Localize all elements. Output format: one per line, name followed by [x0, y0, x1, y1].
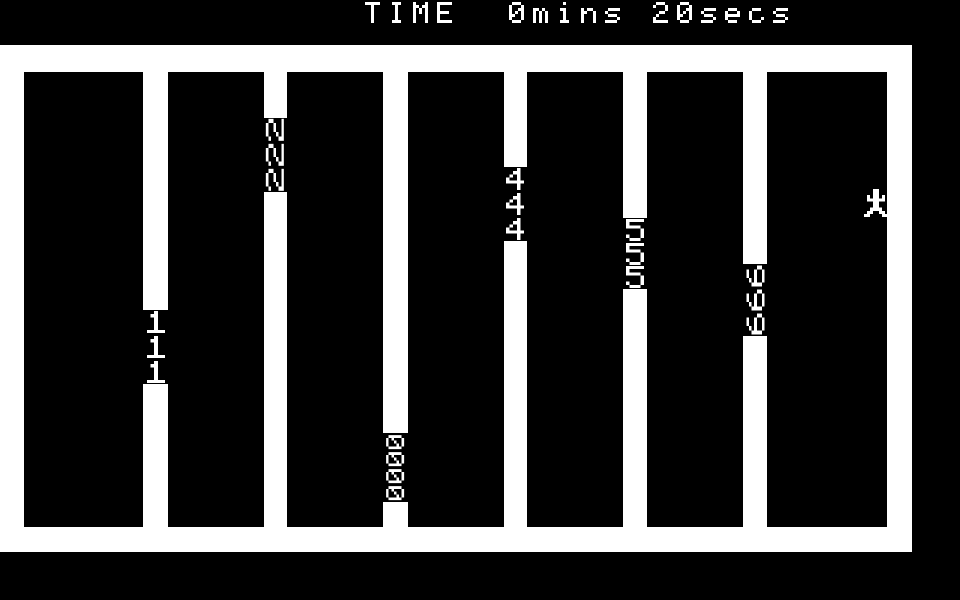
lift-digit-5	[626, 266, 644, 289]
lift-digit-4	[506, 193, 524, 215]
lift-digit-2	[265, 168, 284, 191]
lift-digit-0	[386, 469, 405, 484]
lift-digit-0	[386, 434, 405, 449]
lift-digit-5	[626, 242, 644, 265]
building-column-7	[767, 72, 887, 527]
building-column-4	[408, 72, 504, 527]
lift-digit-0	[386, 486, 405, 501]
time-display	[362, 2, 794, 26]
building-column-1	[24, 72, 143, 527]
lift-digit-1	[146, 336, 165, 358]
player-figure-icon	[864, 189, 888, 217]
lift-digit-0	[386, 451, 405, 466]
lift-digit-1	[146, 311, 165, 334]
building-column-6	[647, 72, 743, 527]
lift-digit-6	[746, 265, 764, 287]
building-column-5	[527, 72, 623, 527]
lift-digit-1	[146, 360, 165, 383]
lift-digit-2	[265, 144, 284, 166]
lift-digit-4	[506, 217, 524, 240]
lift-digit-2	[265, 119, 284, 142]
building-column-3	[287, 72, 383, 527]
lift-digit-4	[506, 168, 524, 191]
lift-digit-5	[626, 218, 644, 241]
lift-digit-6	[746, 313, 764, 335]
lift-digit-6	[746, 289, 764, 311]
building-column-2	[168, 72, 264, 527]
